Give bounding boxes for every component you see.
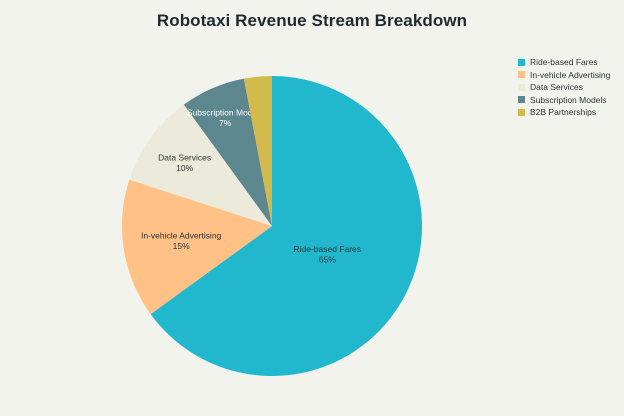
- legend: Ride-based Fares In-vehicle Advertising Da…: [518, 56, 622, 119]
- legend-label: Subscription Models: [530, 94, 607, 105]
- legend-swatch: [518, 83, 525, 91]
- slice-label-in-vehicle-advertising: In-vehicle Advertising 15%: [141, 230, 222, 251]
- legend-swatch: [518, 71, 525, 79]
- legend-swatch: [518, 108, 525, 116]
- legend-swatch: [518, 96, 525, 104]
- pie-slice-in-vehicle-advertising[interactable]: [121, 179, 272, 315]
- legend-label: In-vehicle Advertising: [530, 69, 611, 80]
- pie-slice-b2b-partnerships[interactable]: [243, 76, 272, 226]
- legend-label: B2B Partnerships: [530, 107, 597, 118]
- pie-slice-data-services[interactable]: [129, 104, 272, 226]
- legend-swatch: [518, 58, 525, 66]
- pie-slice-ride-based-fares[interactable]: [150, 76, 423, 377]
- pie-slice-subscription-models[interactable]: [183, 78, 272, 226]
- legend-item-ride-based-fares[interactable]: Ride-based Fares: [518, 56, 622, 69]
- legend-item-data-services[interactable]: Data Services: [518, 81, 622, 94]
- legend-item-b2b-partnerships[interactable]: B2B Partnerships: [518, 106, 622, 119]
- chart-title: Robotaxi Revenue Stream Breakdown: [156, 11, 468, 30]
- slice-label-subscription-models: Subscription Models 7%: [187, 108, 264, 129]
- legend-label: Ride-based Fares: [530, 57, 598, 68]
- slice-label-data-services: Data Services 10%: [158, 153, 211, 174]
- legend-item-subscription-models[interactable]: Subscription Models: [518, 94, 622, 107]
- slice-label-ride-based-fares: Ride-based Fares 65%: [293, 244, 361, 264]
- legend-label: Data Services: [530, 82, 583, 93]
- legend-item-in-vehicle-advertising[interactable]: In-vehicle Advertising: [518, 69, 622, 82]
